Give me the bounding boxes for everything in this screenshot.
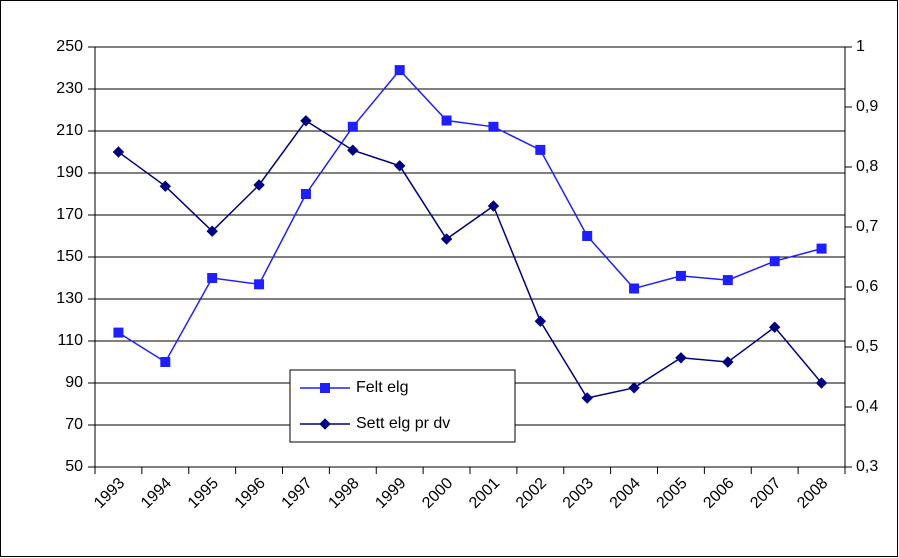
data-point [253, 179, 265, 191]
y2-tick-label: 0,7 [856, 218, 878, 235]
legend-marker [319, 418, 331, 430]
data-point [394, 65, 405, 76]
y-tick-label: 110 [57, 332, 83, 349]
y2-tick-label: 0,4 [856, 398, 878, 415]
data-point [768, 321, 781, 333]
data-point [487, 200, 500, 212]
data-point [628, 382, 640, 394]
data-point [347, 121, 358, 132]
y-tick-label: 210 [56, 122, 83, 139]
series-line [118, 68, 822, 364]
data-point [159, 180, 172, 192]
data-point [816, 243, 827, 254]
data-point [206, 225, 218, 237]
data-point [441, 115, 452, 126]
data-point [534, 315, 547, 327]
y-tick-label: 70 [65, 416, 83, 433]
data-point [535, 144, 546, 155]
data-point [675, 270, 686, 281]
data-point [629, 283, 640, 294]
y-tick-label: 230 [56, 80, 83, 97]
legend-label: Felt elg [356, 379, 408, 396]
data-point [160, 357, 171, 367]
data-point [675, 352, 687, 364]
legend-label: Sett elg pr dv [356, 415, 450, 432]
y2-tick-label: 0,5 [856, 338, 878, 355]
data-point [581, 392, 593, 404]
y2-tick-label: 0,3 [856, 458, 878, 475]
data-point [722, 356, 734, 368]
y2-tick-label: 0,6 [856, 278, 878, 295]
data-point [207, 273, 218, 283]
legend-box [289, 369, 516, 443]
y2-tick-label: 0,8 [856, 158, 878, 175]
data-point [112, 146, 125, 158]
y-tick-label: 130 [56, 290, 83, 307]
y2-tick-label: 1 [856, 38, 865, 55]
legend-marker [320, 383, 330, 393]
data-point [393, 160, 406, 172]
data-point [582, 231, 593, 241]
data-point [254, 279, 265, 290]
y-tick-label: 250 [56, 38, 83, 55]
y-tick-label: 150 [56, 248, 83, 265]
data-point [300, 115, 312, 127]
y-tick-label: 90 [65, 374, 83, 391]
data-point [769, 256, 780, 267]
data-point [300, 189, 311, 199]
data-point [488, 121, 499, 132]
y2-tick-label: 0,9 [856, 98, 878, 115]
data-point [440, 233, 453, 245]
data-point [347, 144, 359, 156]
data-point [113, 327, 124, 338]
data-point [815, 377, 828, 389]
y-tick-label: 170 [56, 206, 83, 223]
y-tick-label: 50 [65, 458, 83, 475]
series-line [117, 119, 823, 399]
y-tick-label: 190 [56, 164, 83, 181]
data-point [722, 275, 733, 286]
